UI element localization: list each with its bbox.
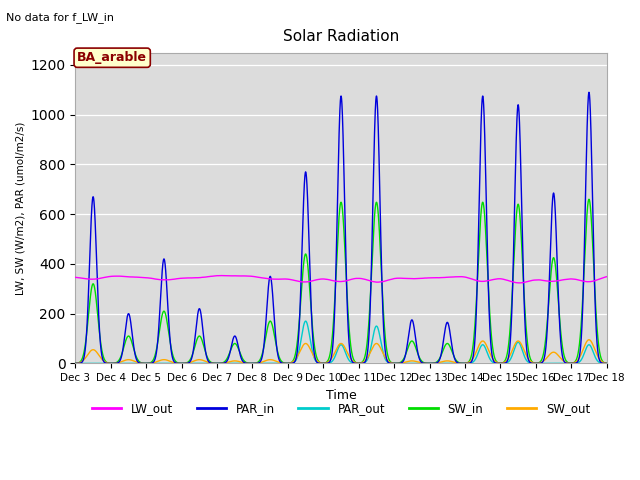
Legend: LW_out, PAR_in, PAR_out, SW_in, SW_out: LW_out, PAR_in, PAR_out, SW_in, SW_out [87, 397, 595, 420]
Text: No data for f_LW_in: No data for f_LW_in [6, 12, 115, 23]
Text: BA_arable: BA_arable [77, 51, 147, 64]
X-axis label: Time: Time [326, 389, 356, 402]
Y-axis label: LW, SW (W/m2), PAR (umol/m2/s): LW, SW (W/m2), PAR (umol/m2/s) [15, 121, 25, 295]
Title: Solar Radiation: Solar Radiation [283, 29, 399, 44]
